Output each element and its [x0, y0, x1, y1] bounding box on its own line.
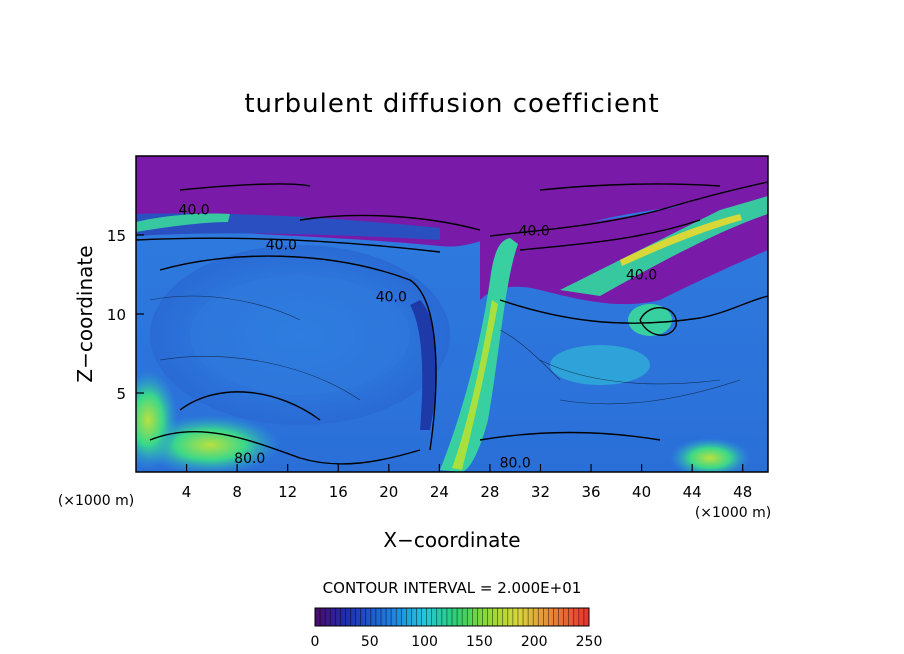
y-axis: 5 10 15 [107, 227, 144, 403]
x-tick-label: 36 [581, 483, 600, 501]
x-tick-label: 28 [480, 483, 499, 501]
contour-label: 40.0 [266, 237, 297, 253]
y-axis-label: Z−coordinate [73, 245, 97, 382]
contour-field [136, 156, 768, 472]
y-tick-label: 10 [107, 306, 126, 324]
y-tick-label: 5 [116, 385, 126, 403]
x-tick-label: 20 [379, 483, 398, 501]
colorbar-tick-label: 50 [361, 634, 379, 650]
colorbar-ticks: 0 50 100 150 200 250 [311, 634, 603, 650]
colorbar-tick-label: 250 [576, 634, 603, 650]
x-tick-label: 16 [329, 483, 348, 501]
x-tick-label: 12 [278, 483, 297, 501]
contour-label: 40.0 [626, 268, 657, 284]
colorbar-tick-label: 0 [311, 634, 320, 650]
x-tick-label: 32 [531, 483, 550, 501]
contour-label: 40.0 [179, 203, 210, 219]
contour-label: 40.0 [376, 290, 407, 306]
x-tick-label: 8 [232, 483, 242, 501]
x-unit-left: (×1000 m) [58, 493, 134, 509]
contour-label: 80.0 [234, 451, 265, 467]
contour-label: 40.0 [519, 223, 550, 239]
chart-title: turbulent diffusion coefficient [244, 89, 659, 119]
contour-interval-text: CONTOUR INTERVAL = 2.000E+01 [323, 579, 582, 597]
x-tick-label: 24 [430, 483, 449, 501]
x-tick-label: 44 [683, 483, 702, 501]
colorbar-tick-label: 150 [466, 634, 493, 650]
y-tick-label: 15 [107, 227, 126, 245]
x-tick-label: 40 [632, 483, 651, 501]
x-axis-label: X−coordinate [383, 528, 520, 552]
x-tick-label: 4 [182, 483, 192, 501]
colorbar-stripes [319, 608, 585, 626]
x-axis: 4 8 12 16 20 24 28 32 36 40 44 48 [182, 464, 752, 501]
contour-labels: 40.0 40.0 40.0 40.0 40.0 80.0 80.0 [179, 203, 658, 472]
x-unit-right: (×1000 m) [695, 505, 771, 521]
contour-label: 80.0 [500, 456, 531, 472]
colorbar-tick-label: 100 [411, 634, 438, 650]
colorbar-tick-label: 200 [521, 634, 548, 650]
x-tick-label: 48 [733, 483, 752, 501]
